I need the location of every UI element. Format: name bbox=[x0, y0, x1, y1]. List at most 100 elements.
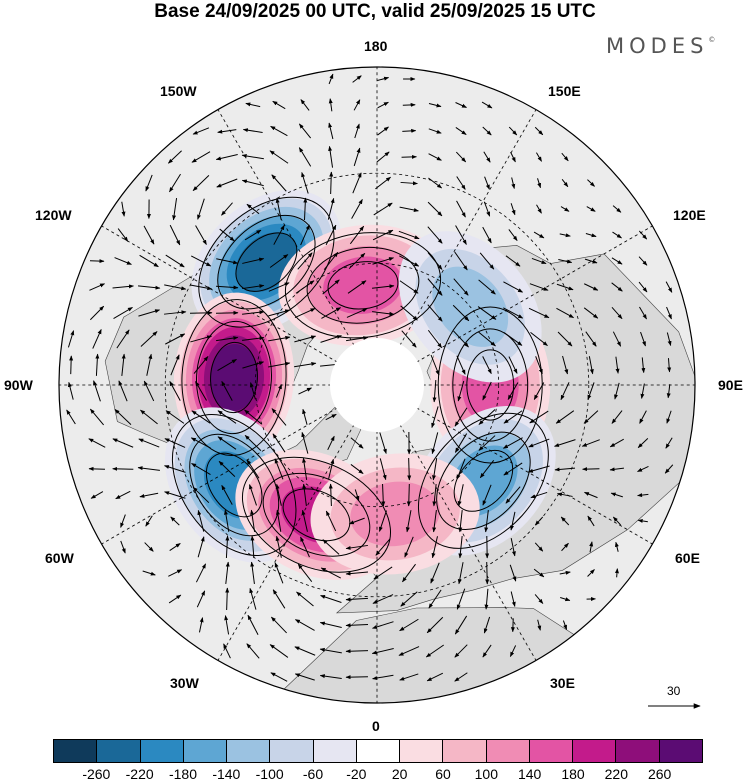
colorbar-swatch bbox=[615, 740, 659, 762]
wind-arrow bbox=[328, 98, 333, 112]
wind-arrow bbox=[638, 230, 648, 240]
wind-arrow bbox=[247, 614, 259, 636]
wind-arrow bbox=[143, 225, 155, 245]
wind-arrow bbox=[190, 284, 213, 291]
wind-arrow bbox=[93, 380, 101, 402]
wind-arrow bbox=[190, 335, 213, 343]
wind-arrow bbox=[534, 126, 544, 136]
colorbar-tick-label: -260 bbox=[82, 766, 111, 782]
wind-arrow bbox=[614, 382, 620, 400]
contour-line bbox=[241, 456, 392, 573]
wind-arrow bbox=[533, 568, 545, 578]
wind-arrow bbox=[294, 646, 316, 656]
colorbar-swatch bbox=[399, 740, 443, 762]
wind-arrow bbox=[121, 353, 126, 376]
colorbar-swatch bbox=[658, 740, 702, 762]
wind-arrow bbox=[431, 406, 439, 429]
lon-label-60e: 60E bbox=[675, 550, 700, 566]
wind-arrow bbox=[639, 410, 647, 424]
wind-arrow bbox=[611, 306, 623, 320]
colorbar-tick-label: -100 bbox=[255, 766, 284, 782]
wind-arrow bbox=[399, 280, 419, 294]
wind-arrow bbox=[223, 509, 230, 532]
wind-arrow bbox=[428, 153, 442, 161]
wind-arrow bbox=[138, 309, 161, 317]
wind-arrow bbox=[169, 224, 181, 246]
colorbar-swatch bbox=[226, 740, 270, 762]
wind-arrow bbox=[482, 226, 492, 244]
wind-arrow bbox=[217, 410, 237, 424]
wind-arrow bbox=[431, 432, 439, 455]
wind-arrow bbox=[614, 541, 619, 552]
wind-arrow bbox=[372, 621, 394, 629]
wind-arrow bbox=[269, 150, 289, 164]
wind-arrow bbox=[399, 255, 420, 267]
wind-arrow bbox=[402, 102, 416, 107]
contour-line bbox=[195, 320, 273, 435]
meridian-line bbox=[101, 404, 343, 545]
wind-arrow bbox=[666, 306, 672, 320]
wind-arrow bbox=[458, 510, 463, 533]
wind-arrow bbox=[527, 465, 550, 473]
meridian-line bbox=[411, 404, 653, 545]
wind-arrow bbox=[666, 410, 672, 424]
wind-arrow bbox=[168, 594, 182, 604]
wind-arrow bbox=[301, 509, 308, 532]
wind-arrow bbox=[454, 672, 468, 682]
wind-arrow bbox=[427, 278, 443, 296]
wind-arrow bbox=[612, 516, 622, 526]
colorbar-tick-label: 260 bbox=[647, 766, 672, 782]
wind-arrow bbox=[242, 336, 265, 341]
wind-arrow bbox=[217, 358, 237, 372]
wind-arrow bbox=[611, 282, 623, 292]
wind-arrow bbox=[508, 229, 518, 241]
wind-arrow bbox=[426, 616, 444, 634]
wind-arrow bbox=[197, 536, 205, 558]
wind-arrow bbox=[399, 673, 419, 681]
wind-arrow bbox=[88, 438, 106, 448]
wind-arrow bbox=[431, 536, 438, 559]
wind-arrow bbox=[195, 225, 207, 245]
wind-arrow bbox=[457, 380, 465, 402]
wind-arrow bbox=[587, 179, 595, 187]
map-boundary bbox=[58, 66, 696, 704]
wind-arrow bbox=[112, 284, 134, 289]
wind-arrow bbox=[113, 306, 133, 320]
logo-text: MODES bbox=[606, 34, 709, 58]
wind-arrow bbox=[302, 408, 308, 425]
colorbar bbox=[53, 739, 703, 763]
wind-arrow bbox=[217, 129, 237, 134]
wind-arrow bbox=[455, 225, 467, 245]
wind-arrow bbox=[381, 483, 386, 507]
wind-arrow bbox=[557, 331, 573, 347]
wind-arrow bbox=[319, 621, 342, 629]
wind-arrow bbox=[609, 438, 624, 448]
wind-arrow bbox=[639, 306, 647, 320]
wind-arrow bbox=[584, 258, 598, 264]
wind-vectors bbox=[66, 73, 674, 682]
wind-arrow bbox=[505, 255, 521, 267]
wind-arrow bbox=[190, 255, 212, 267]
wind-arrow bbox=[322, 539, 340, 555]
wind-arrow bbox=[614, 568, 619, 578]
wind-arrow bbox=[587, 569, 595, 577]
wind-arrow bbox=[275, 483, 282, 506]
lon-label-120w: 120W bbox=[35, 207, 72, 223]
wind-arrow bbox=[427, 329, 443, 349]
wind-arrow bbox=[164, 491, 186, 499]
wind-arrow bbox=[193, 356, 209, 374]
wind-arrow bbox=[529, 410, 549, 424]
wind-arrow bbox=[508, 356, 518, 374]
lon-label-150e: 150E bbox=[548, 83, 581, 99]
wind-arrow bbox=[484, 510, 489, 533]
wind-arrow bbox=[482, 484, 492, 506]
wind-arrow bbox=[323, 251, 339, 270]
wind-arrow bbox=[528, 438, 550, 448]
colorbar-swatch bbox=[485, 740, 529, 762]
wind-arrow bbox=[165, 410, 185, 424]
wind-arrow bbox=[428, 103, 442, 108]
meridian-line bbox=[396, 419, 537, 661]
wind-arrow bbox=[533, 231, 545, 239]
wind-arrow bbox=[325, 413, 337, 421]
lon-label-120e: 120E bbox=[673, 207, 706, 223]
